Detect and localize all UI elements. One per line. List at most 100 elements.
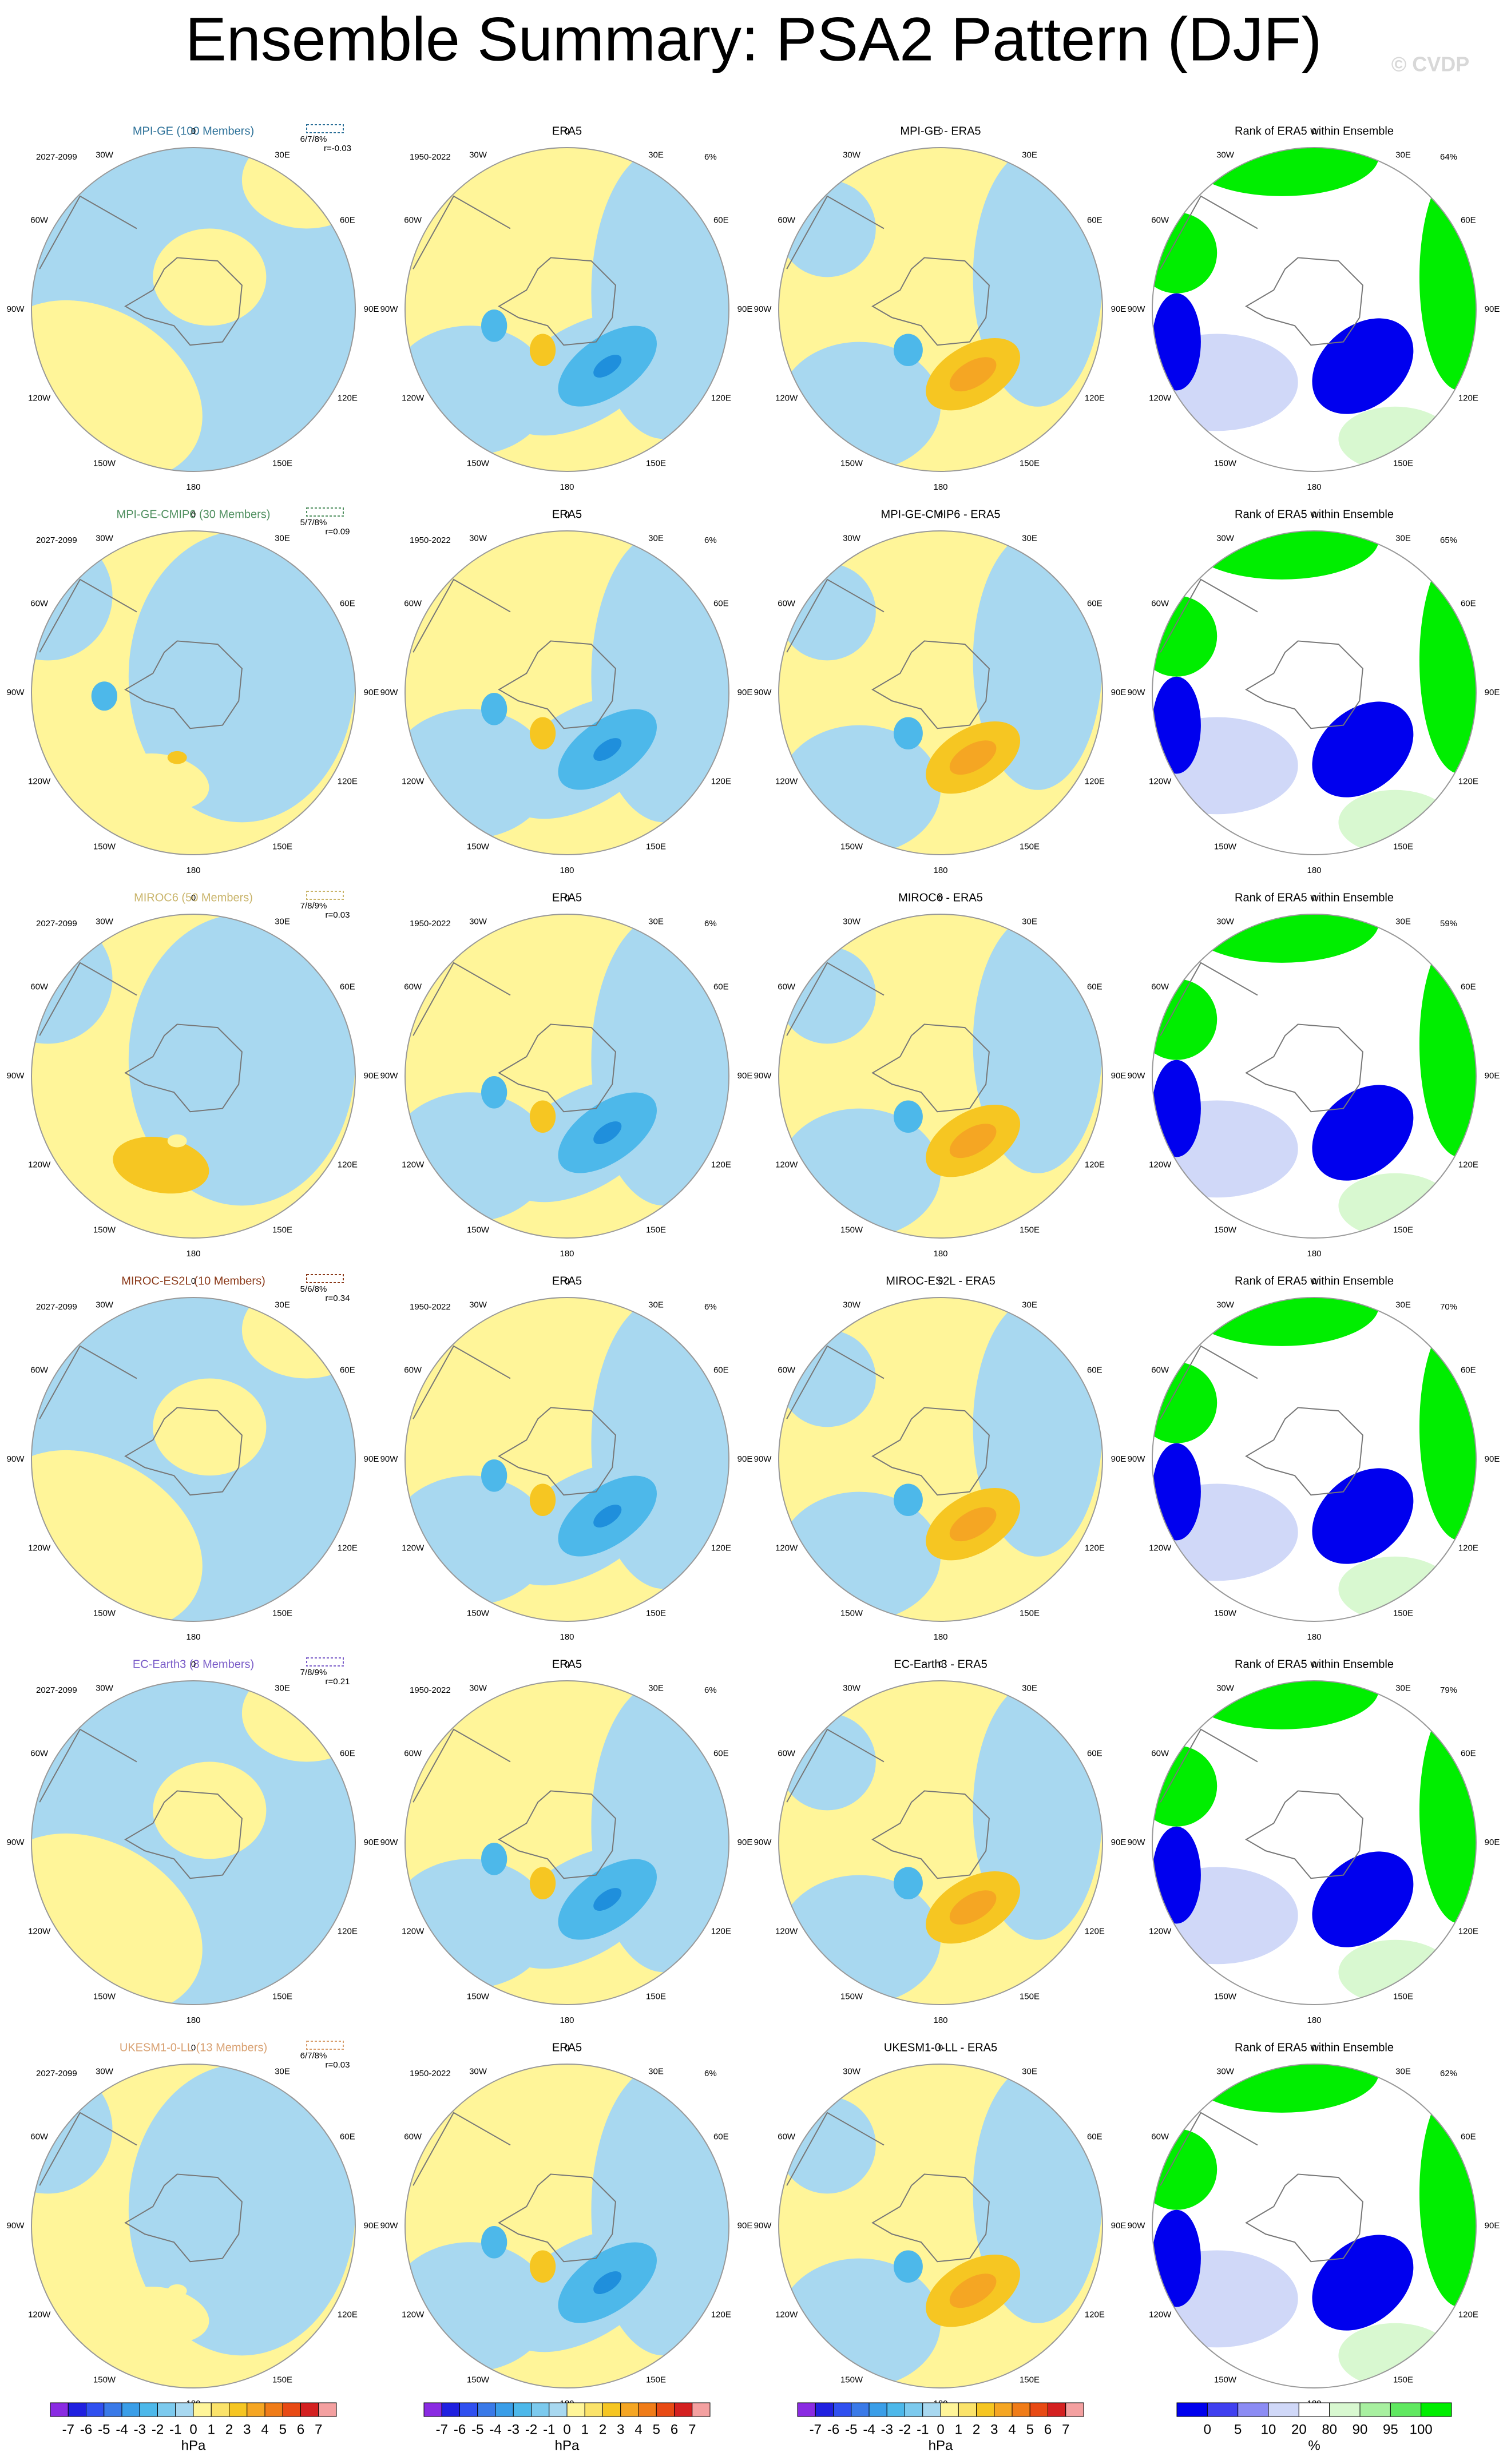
contour-region bbox=[593, 738, 622, 761]
colorbar-box bbox=[477, 2402, 496, 2417]
lon-label: 60E bbox=[713, 982, 729, 991]
lon-label: 120W bbox=[1149, 393, 1172, 403]
lon-label: 150E bbox=[646, 842, 666, 851]
lon-label: 150W bbox=[93, 1608, 116, 1618]
coastline bbox=[124, 1023, 243, 1113]
lon-label: 30W bbox=[1216, 2067, 1235, 2077]
colorbar-label: -4 bbox=[116, 2422, 128, 2437]
map bbox=[1152, 914, 1476, 1238]
period-label: 1950-2022 bbox=[410, 535, 451, 545]
coastline bbox=[1245, 2173, 1363, 2263]
contour-region bbox=[593, 1121, 622, 1144]
lon-label: 150E bbox=[646, 1608, 666, 1618]
colorbar-label: -2 bbox=[525, 2422, 537, 2437]
lon-label: 120E bbox=[711, 1543, 731, 1553]
colorbar-label: -2 bbox=[152, 2422, 164, 2437]
contour-region bbox=[529, 1867, 556, 1900]
coastline bbox=[39, 1345, 137, 1419]
colorbar-box bbox=[602, 2402, 621, 2417]
lon-label: 60W bbox=[778, 982, 796, 991]
lon-label: 90W bbox=[754, 1454, 772, 1464]
contour-region bbox=[113, 753, 209, 811]
lon-label: 60W bbox=[30, 1748, 49, 1758]
lon-label: 30E bbox=[275, 1684, 290, 1693]
lon-label: 30W bbox=[96, 150, 114, 160]
lon-label: 90E bbox=[737, 1838, 753, 1847]
lon-label: 30W bbox=[469, 534, 487, 543]
coastline bbox=[1160, 2112, 1258, 2186]
lon-label: 120W bbox=[775, 2310, 798, 2319]
lon-label: 150E bbox=[272, 1225, 292, 1235]
lon-label: 120E bbox=[711, 1926, 731, 1936]
contour-region bbox=[113, 2287, 209, 2344]
lon-label: 120E bbox=[1085, 1543, 1105, 1553]
lon-label: 150E bbox=[1020, 2375, 1040, 2384]
lon-label: 120E bbox=[711, 393, 731, 403]
lon-label: 150W bbox=[93, 458, 116, 468]
era5-title: ERA5 bbox=[552, 125, 582, 137]
corr-label: r=0.34 bbox=[326, 1293, 350, 1303]
lon-label: 120E bbox=[338, 1926, 358, 1936]
lon-label: 90W bbox=[754, 2221, 772, 2231]
colorbar-box bbox=[1298, 2402, 1330, 2417]
lon-label: 150E bbox=[1020, 1991, 1040, 2001]
lon-label: 90E bbox=[737, 1454, 753, 1464]
lon-label: 30W bbox=[843, 1684, 861, 1693]
lon-label: 30W bbox=[469, 2067, 487, 2077]
lon-label: 0 bbox=[191, 510, 196, 519]
lon-label: 60E bbox=[1461, 598, 1476, 608]
colorbar-label: -5 bbox=[98, 2422, 110, 2437]
contour-region bbox=[1419, 2080, 1476, 2307]
colorbar-box bbox=[994, 2402, 1013, 2417]
lon-label: 90W bbox=[7, 2221, 25, 2231]
coastline bbox=[871, 1407, 990, 1496]
map-border bbox=[404, 1297, 729, 1622]
lon-label: 90W bbox=[754, 1838, 772, 1847]
pct-label: 62% bbox=[1440, 2069, 1457, 2078]
lon-label: 150W bbox=[840, 842, 863, 851]
lon-label: 120E bbox=[338, 2310, 358, 2319]
stats-label: 6/7/8% bbox=[300, 134, 327, 144]
colorbar-box bbox=[797, 2402, 816, 2417]
colorbar-box bbox=[833, 2402, 852, 2417]
diff-title: MPI-GE - ERA5 bbox=[900, 125, 981, 137]
contour-region bbox=[1184, 531, 1379, 580]
coastline bbox=[1160, 1345, 1258, 1419]
contour-region bbox=[949, 357, 997, 392]
colorbar-label: 6 bbox=[671, 2422, 678, 2437]
coastline bbox=[1160, 195, 1258, 269]
lon-label: 90E bbox=[1111, 1071, 1127, 1081]
contour-region bbox=[1152, 1060, 1201, 1157]
lon-label: 180 bbox=[186, 1249, 200, 1259]
coastline bbox=[786, 578, 885, 653]
period-label: 1950-2022 bbox=[410, 152, 451, 162]
lon-label: 90E bbox=[737, 688, 753, 697]
coastline bbox=[413, 2112, 511, 2186]
lon-label: 120W bbox=[775, 776, 798, 786]
lon-label: 120W bbox=[402, 1160, 425, 1169]
pct-label: 6% bbox=[704, 1302, 717, 1312]
colorbar-box bbox=[958, 2402, 977, 2417]
contour-region bbox=[1152, 1826, 1201, 1924]
box-icon bbox=[306, 2041, 344, 2050]
map-border bbox=[404, 2064, 729, 2388]
watermark: © CVDP bbox=[1391, 53, 1470, 76]
lon-label: 120E bbox=[1458, 1160, 1478, 1169]
contour-region bbox=[949, 2273, 997, 2308]
map-border bbox=[31, 1297, 356, 1622]
lon-label: 60W bbox=[404, 1365, 422, 1375]
map bbox=[31, 914, 355, 1238]
colorbar-box bbox=[638, 2402, 657, 2417]
map bbox=[405, 2064, 729, 2388]
colorbar-label: -1 bbox=[917, 2422, 929, 2437]
lon-label: 60W bbox=[404, 215, 422, 225]
lon-label: 30W bbox=[843, 534, 861, 543]
pct-label: 64% bbox=[1440, 152, 1457, 162]
lon-label: 120E bbox=[1085, 2310, 1105, 2319]
lon-label: 30E bbox=[275, 534, 290, 543]
lon-label: 120W bbox=[28, 1160, 51, 1169]
corr-label: r=0.09 bbox=[326, 527, 350, 537]
colorbar-box bbox=[851, 2402, 870, 2417]
lon-label: 60E bbox=[340, 598, 355, 608]
era5-title: ERA5 bbox=[552, 508, 582, 521]
